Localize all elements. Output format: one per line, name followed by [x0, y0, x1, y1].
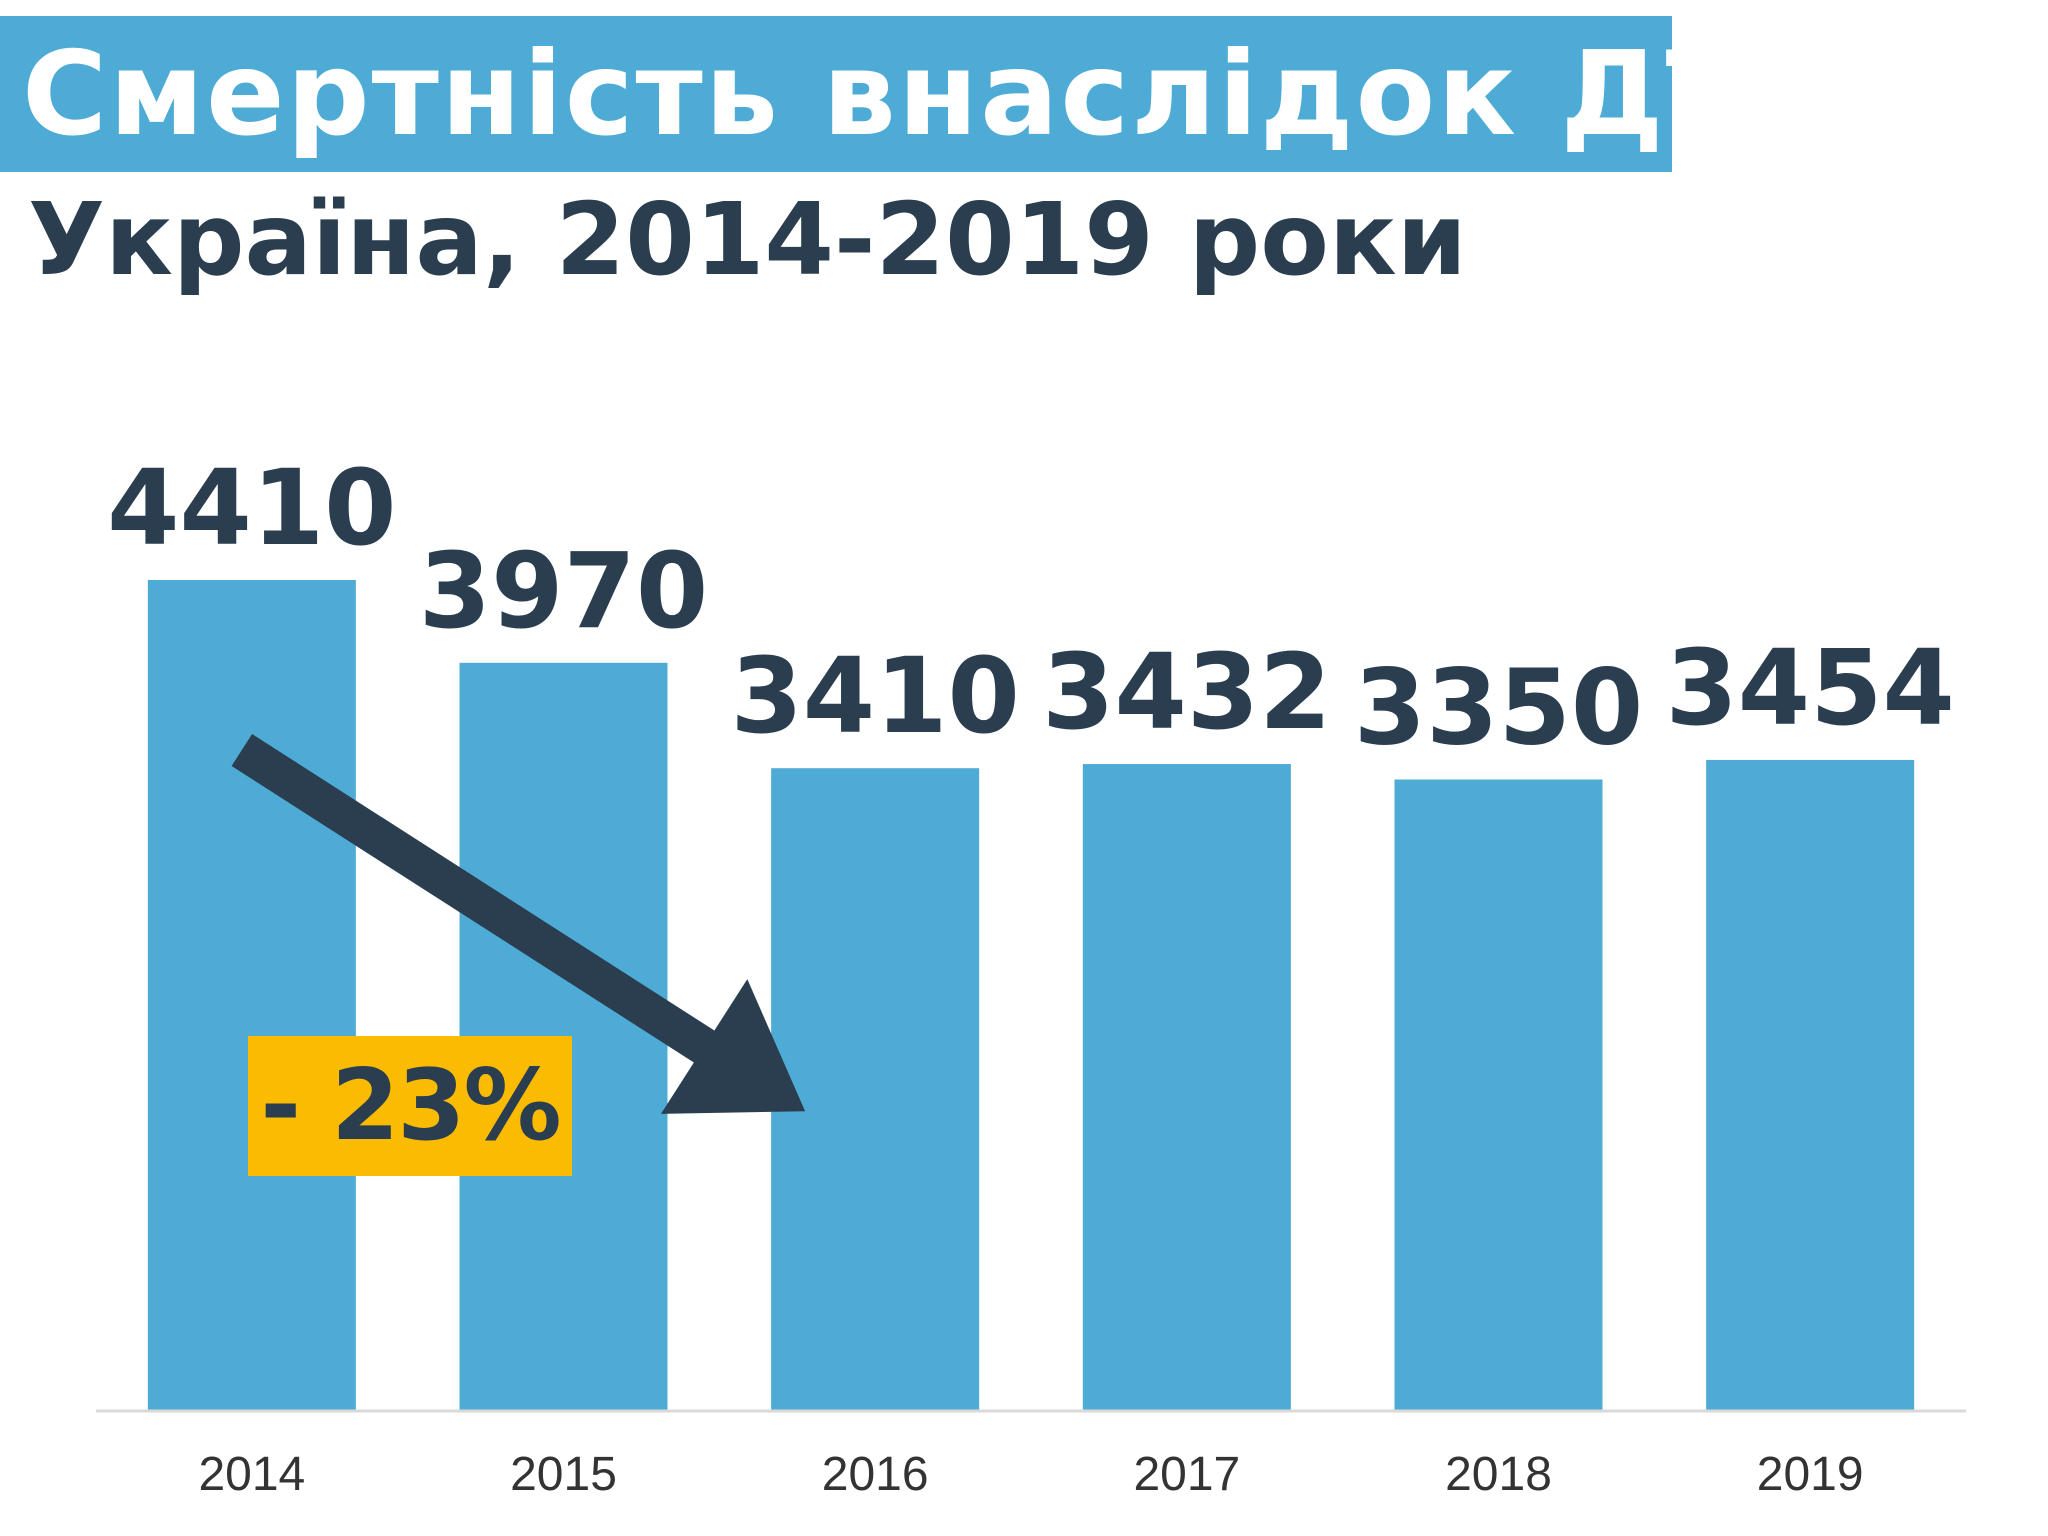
trend-arrow-head [660, 979, 806, 1114]
data-label-2016: 3410 [730, 635, 1019, 757]
x-tick-2019: 2019 [1757, 1448, 1864, 1501]
trend-arrow [231, 734, 806, 1114]
bar-2014 [147, 580, 356, 1410]
title-banner: Смертність внаслідок ДТП [0, 16, 1844, 172]
bars-group [147, 580, 1915, 1410]
data-label-2019: 3454 [1665, 627, 1954, 749]
chart-title: Смертність внаслідок ДТП [22, 27, 1846, 162]
x-tick-2018: 2018 [1445, 1448, 1552, 1501]
data-label-2017: 3432 [1042, 631, 1331, 753]
x-tick-2016: 2016 [822, 1448, 929, 1501]
bar-2019 [1706, 759, 1915, 1410]
x-tick-2014: 2014 [198, 1448, 305, 1501]
x-tick-labels: 2014 2015 2016 2017 2018 2019 [198, 1448, 1863, 1501]
change-badge: - 23% [248, 1036, 572, 1176]
bar-2016 [771, 768, 980, 1410]
chart-subtitle: Україна, 2014-2019 роки [28, 181, 1467, 298]
x-tick-2017: 2017 [1133, 1448, 1240, 1501]
bar-2017 [1082, 764, 1291, 1410]
data-label-2018: 3350 [1354, 647, 1643, 769]
data-label-2015: 3970 [419, 530, 708, 652]
bar-2018 [1394, 779, 1603, 1410]
x-tick-2015: 2015 [510, 1448, 617, 1501]
trend-arrow-shaft [231, 734, 736, 1076]
change-badge-label: - 23% [260, 1049, 561, 1163]
data-label-2014: 4410 [107, 447, 396, 569]
